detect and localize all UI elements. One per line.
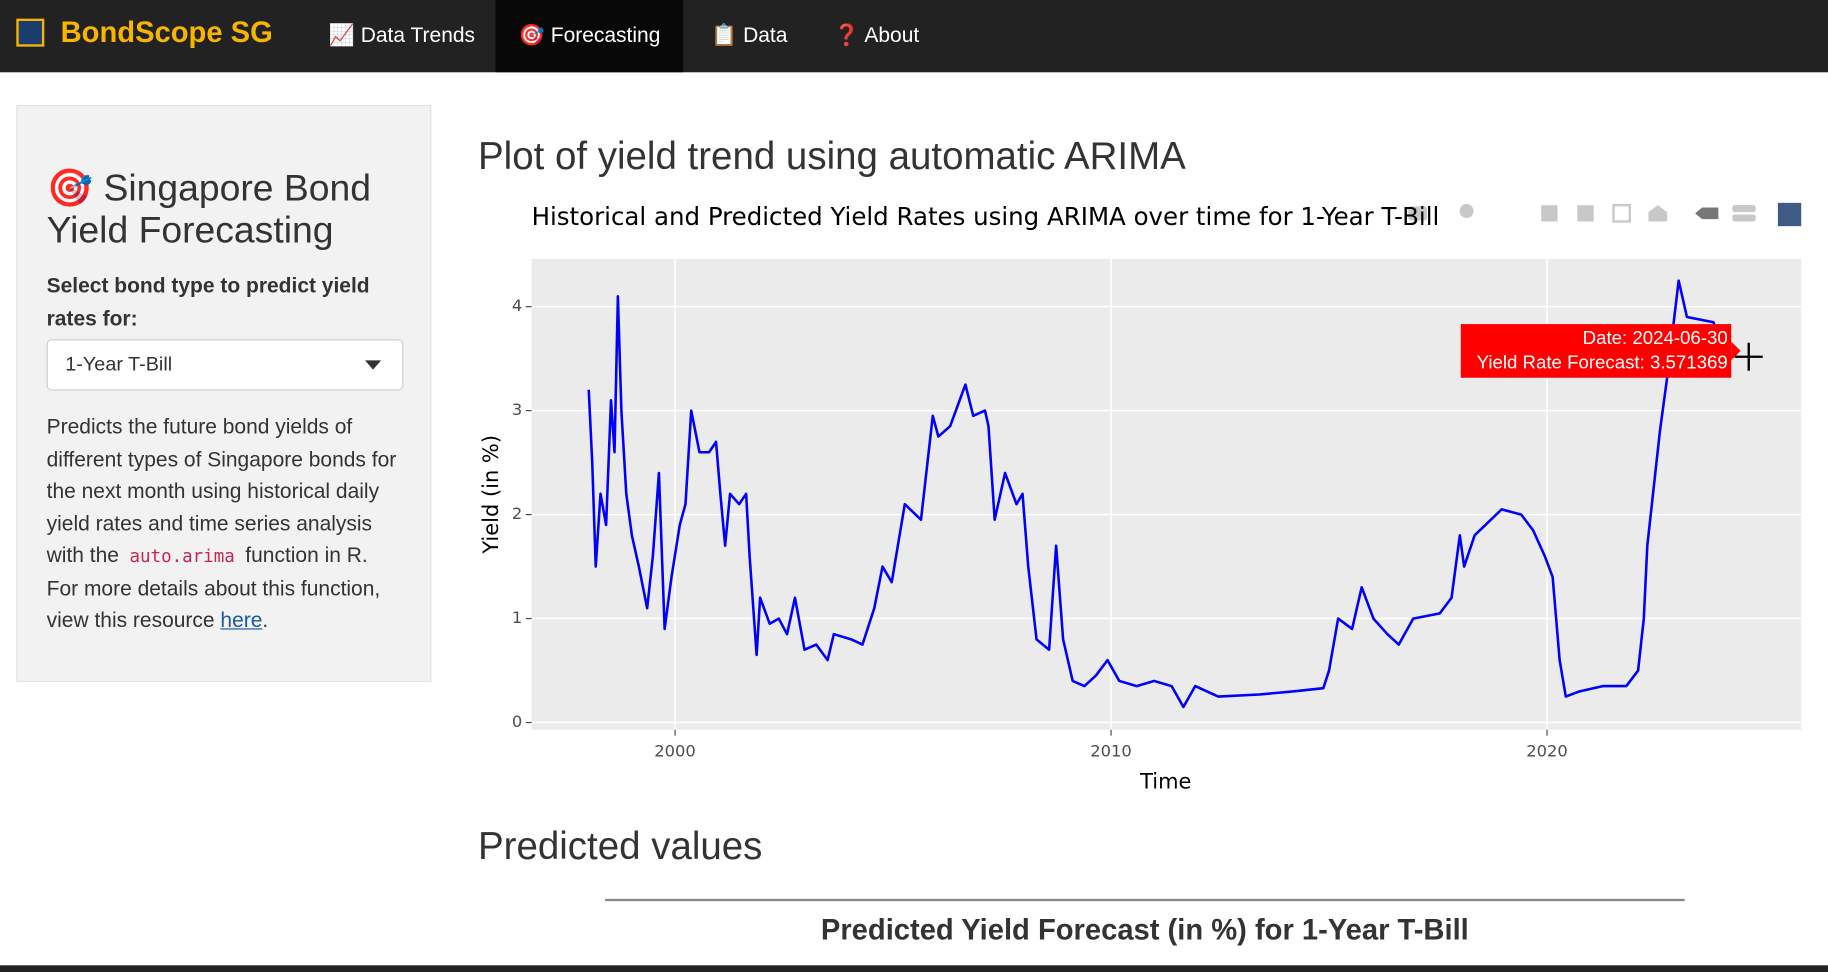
nav-item[interactable]: 📈 Data Trends xyxy=(328,23,476,47)
y-tick-label: 3 xyxy=(512,400,522,419)
y-tick-label: 1 xyxy=(512,608,522,627)
y-tick-label: 4 xyxy=(512,296,522,315)
modebar-button[interactable] xyxy=(1408,206,1427,221)
table-rule xyxy=(605,898,1685,902)
modebar-button[interactable] xyxy=(1732,214,1756,222)
description: Predicts the future bond yields of diffe… xyxy=(47,412,403,638)
tooltip-date: Date: 2024-06-30 xyxy=(1583,327,1728,348)
modebar-button[interactable] xyxy=(1577,205,1594,222)
modebar xyxy=(1408,202,1802,227)
plotly-logo[interactable] xyxy=(1777,202,1802,227)
heading: Predicted values xyxy=(477,824,763,868)
desc-text: . xyxy=(262,608,269,632)
bottom-bar xyxy=(0,965,1828,972)
nav-item[interactable]: ❓ About xyxy=(833,23,920,47)
brand[interactable]: BondScope SG xyxy=(60,16,273,49)
x-tick-label: 2010 xyxy=(1090,741,1132,760)
bond-select[interactable]: 1-Year T-Bill xyxy=(46,339,404,391)
nav-item[interactable]: 🎯 Forecasting xyxy=(495,0,684,73)
crosshair xyxy=(1734,342,1763,371)
link[interactable]: here xyxy=(220,608,263,632)
x-tick-label: 2000 xyxy=(654,741,696,760)
heading: Plot of yield trend using automatic ARIM… xyxy=(477,134,1186,178)
code: auto.arima xyxy=(124,545,240,567)
select-value: 1-Year T-Bill xyxy=(65,353,173,376)
tooltip-value: Yield Rate Forecast: 3.571369 xyxy=(1477,352,1728,373)
x-axis-label: Time xyxy=(1139,769,1191,793)
tooltip: Date: 2024-06-30 Yield Rate Forecast: 3.… xyxy=(1460,324,1763,378)
logo[interactable] xyxy=(16,18,45,47)
modebar-button[interactable] xyxy=(1612,204,1631,223)
caret xyxy=(364,360,382,370)
y-tick-label: 2 xyxy=(512,504,522,523)
series-line xyxy=(587,279,1721,709)
table-caption: Predicted Yield Forecast (in %) for 1-Ye… xyxy=(820,914,1469,947)
chart: Historical and Predicted Yield Rates usi… xyxy=(479,202,1802,793)
modebar-button[interactable] xyxy=(1648,205,1668,222)
modebar-button[interactable] xyxy=(1541,205,1558,222)
x-tick-label: 2020 xyxy=(1526,741,1568,760)
grid xyxy=(531,258,1802,730)
lines xyxy=(587,279,1721,709)
sidebar-title: 🎯 Singapore Bond Yield Forecasting xyxy=(46,166,372,251)
desc-text: function in R. For more details about th… xyxy=(46,543,381,632)
modebar-button[interactable] xyxy=(1695,207,1719,220)
nav-item[interactable]: 📋 Data xyxy=(711,23,788,47)
y-tick-label: 0 xyxy=(512,712,522,731)
sidebar: 🎯 Singapore Bond Yield Forecasting Selec… xyxy=(16,104,432,683)
modebar-button[interactable] xyxy=(1459,204,1474,219)
tooltip-box xyxy=(1460,324,1732,378)
desc-text: Predicts the future bond yields of diffe… xyxy=(46,415,397,567)
select-label: Select bond type to predict yield rates … xyxy=(46,273,370,330)
modebar-button[interactable] xyxy=(1732,205,1756,213)
chart-title: Historical and Predicted Yield Rates usi… xyxy=(532,202,1440,231)
navbar: BondScope SG 📈 Data Trends 🎯 Forecasting 📋… xyxy=(0,0,1828,73)
tooltip-arrow xyxy=(1731,341,1741,361)
y-axis-label: Yield (in %) xyxy=(479,435,503,555)
